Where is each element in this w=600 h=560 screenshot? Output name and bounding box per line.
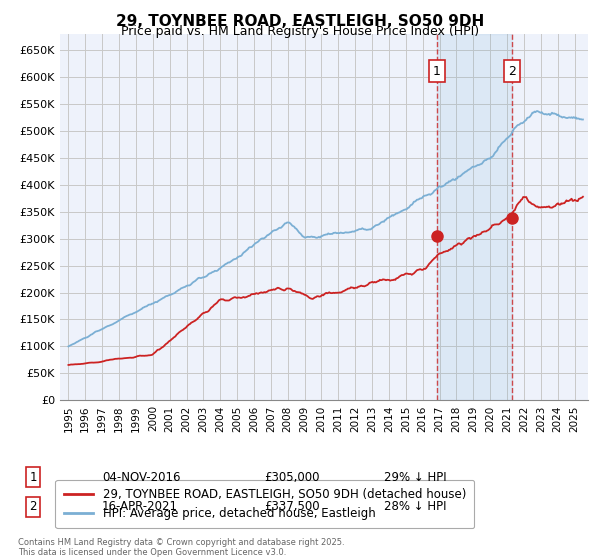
- Text: 2: 2: [508, 65, 516, 78]
- Text: Price paid vs. HM Land Registry's House Price Index (HPI): Price paid vs. HM Land Registry's House …: [121, 25, 479, 38]
- Text: 28% ↓ HPI: 28% ↓ HPI: [384, 500, 446, 514]
- Legend: 29, TOYNBEE ROAD, EASTLEIGH, SO50 9DH (detached house), HPI: Average price, deta: 29, TOYNBEE ROAD, EASTLEIGH, SO50 9DH (d…: [55, 480, 474, 529]
- Text: 04-NOV-2016: 04-NOV-2016: [102, 470, 181, 484]
- Text: 29, TOYNBEE ROAD, EASTLEIGH, SO50 9DH: 29, TOYNBEE ROAD, EASTLEIGH, SO50 9DH: [116, 14, 484, 29]
- Text: £305,000: £305,000: [264, 470, 320, 484]
- Text: Contains HM Land Registry data © Crown copyright and database right 2025.
This d: Contains HM Land Registry data © Crown c…: [18, 538, 344, 557]
- Text: 1: 1: [433, 65, 441, 78]
- Text: £337,500: £337,500: [264, 500, 320, 514]
- Text: 29% ↓ HPI: 29% ↓ HPI: [384, 470, 446, 484]
- Text: 16-APR-2021: 16-APR-2021: [102, 500, 178, 514]
- Text: 1: 1: [29, 470, 37, 484]
- Bar: [437, 34, 512, 400]
- Text: 2: 2: [29, 500, 37, 514]
